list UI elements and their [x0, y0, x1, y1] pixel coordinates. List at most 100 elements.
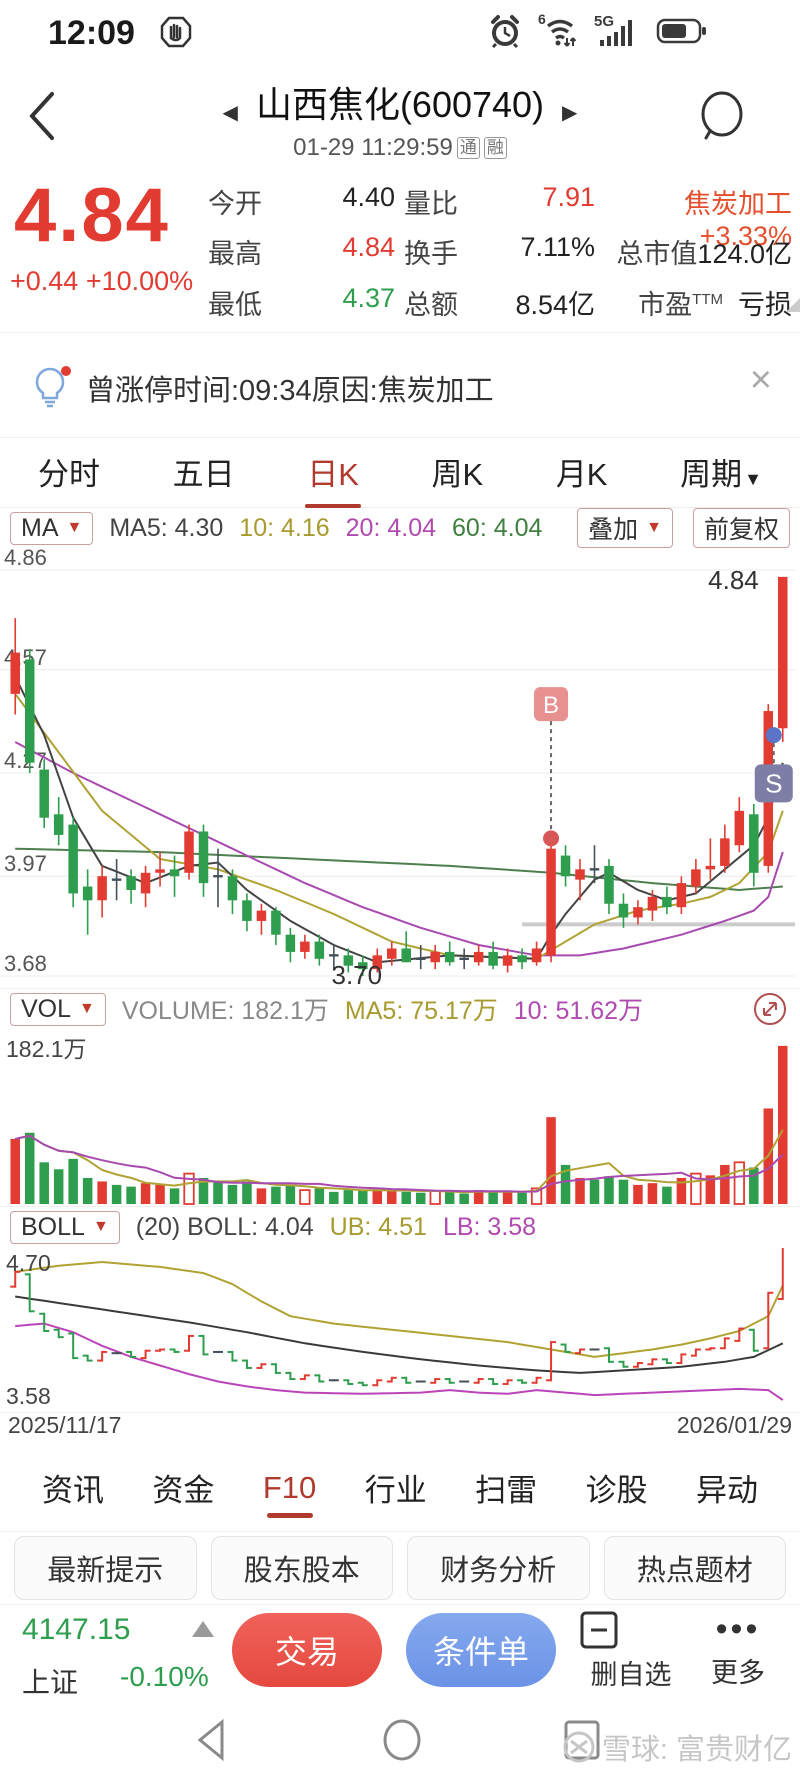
boll-bottom-label: 3.58	[6, 1383, 51, 1409]
boll-chart[interactable]: 4.70 3.58	[0, 1248, 800, 1413]
notice-bar[interactable]: 曾涨停时间:09:34原因:焦炭加工 ×	[0, 332, 800, 438]
expand-chart-icon[interactable]	[750, 989, 790, 1029]
chevron-down-icon: ▼	[66, 519, 83, 536]
turnover-label: 换手	[404, 239, 458, 269]
prev-stock-icon[interactable]: ◀	[222, 102, 238, 125]
tab-yidong[interactable]: 异动	[695, 1473, 758, 1508]
close-icon[interactable]: ×	[749, 359, 772, 401]
tab-fenshi[interactable]: 分时	[38, 457, 100, 492]
open-value: 4.40	[342, 182, 395, 212]
tab-rik[interactable]: 日K	[303, 435, 363, 508]
quick-button-holders[interactable]: 股东股本	[210, 1536, 393, 1600]
volume-svg	[10, 1045, 788, 1205]
trade-button[interactable]: 交易	[232, 1613, 382, 1687]
overlay-button[interactable]: 叠加 ▼	[577, 508, 673, 548]
tab-hangye[interactable]: 行业	[364, 1473, 427, 1508]
snowball-logo-icon	[562, 1730, 596, 1764]
conditional-order-button[interactable]: 条件单	[406, 1613, 556, 1687]
status-bar: 12:09 6 5G	[0, 0, 800, 62]
more-button[interactable]: ••• 更多	[688, 1607, 788, 1690]
sector-change[interactable]: 焦炭加工+3.33%	[684, 189, 792, 251]
tab-yuek[interactable]: 月K	[555, 457, 608, 492]
quick-button-topics[interactable]: 热点题材	[603, 1536, 786, 1600]
quote-row-1: 今开 4.40 量比 7.91 焦炭加工+3.33%	[0, 182, 800, 251]
svg-text:4.86: 4.86	[4, 548, 47, 570]
tab-zhengu[interactable]: 诊股	[585, 1473, 648, 1508]
svg-text:B: B	[543, 692, 559, 719]
high-value: 4.84	[342, 232, 395, 262]
ma10-value: 10: 4.16	[239, 513, 330, 542]
start-date: 2025/11/17	[8, 1412, 122, 1438]
period-tabs: 分时 五日 日K 周K 月K 周期 ▼	[0, 436, 800, 508]
market-cap: 总市值124.0亿	[616, 239, 792, 269]
scroll-hint-icon	[786, 298, 800, 312]
ma20-value: 20: 4.04	[345, 513, 437, 542]
volume-max-label: 182.1万	[6, 1036, 87, 1062]
delete-watchlist-button[interactable]: 删自选	[576, 1607, 686, 1692]
badge-rong: 融	[483, 137, 507, 159]
alarm-icon	[486, 12, 524, 50]
quick-button-latest[interactable]: 最新提示	[14, 1536, 197, 1600]
tab-zhouk[interactable]: 周K	[431, 457, 484, 492]
chevron-down-icon: ▼	[646, 519, 662, 536]
limit-up-notice: 曾涨停时间:09:34原因:焦炭加工	[86, 375, 494, 407]
open-label: 今开	[208, 189, 262, 219]
lightbulb-icon	[26, 363, 74, 411]
price-change: +0.44 +10.00%	[10, 266, 194, 296]
boll-ub-value: UB: 4.51	[329, 1212, 427, 1241]
boll-svg	[10, 1248, 784, 1401]
title-block: ◀ 山西焦化(600740) ▶ 01-29 11:29:59 通融	[150, 76, 650, 162]
vol-indicator-row: VOL ▼ VOLUME: 182.1万 MA5: 75.17万 10: 51.6…	[0, 988, 800, 1029]
volume-ratio-value: 7.91	[542, 182, 595, 212]
tab-f10[interactable]: F10	[261, 1454, 318, 1522]
ma5-value: MA5: 4.30	[109, 513, 224, 542]
tab-wuri[interactable]: 五日	[172, 457, 235, 492]
nav-back-icon[interactable]	[190, 1716, 234, 1764]
ma60-value: 60: 4.04	[452, 513, 543, 542]
amount-value: 8.54亿	[515, 290, 595, 320]
next-stock-icon[interactable]: ▶	[562, 102, 578, 125]
index-expand-icon[interactable]	[192, 1621, 214, 1637]
back-icon[interactable]	[24, 88, 58, 144]
mute-hand-icon	[158, 14, 194, 50]
tab-zhouqi[interactable]: 周期 ▼	[680, 457, 762, 492]
volume-chart[interactable]: 182.1万	[0, 1028, 800, 1206]
quote-timestamp: 01-29 11:29:59 通融	[150, 134, 650, 162]
ma-selector[interactable]: MA ▼	[10, 511, 94, 545]
svg-text:3.97: 3.97	[4, 851, 47, 876]
boll-selector[interactable]: BOLL ▼	[10, 1210, 120, 1244]
nav-home-icon[interactable]	[378, 1716, 426, 1764]
pe-ratio: 市盈TTM 亏损	[638, 290, 792, 320]
tab-zixun[interactable]: 资讯	[42, 1473, 104, 1508]
vol-selector[interactable]: VOL ▼	[10, 992, 106, 1026]
header: ◀ 山西焦化(600740) ▶ 01-29 11:29:59 通融	[0, 62, 800, 170]
bottom-action-bar: 4147.15 上证 -0.10% 交易 条件单 删自选 ••• 更多	[0, 1604, 800, 1705]
signal-5g-icon: 5G	[594, 12, 644, 50]
chevron-down-icon: ▼	[744, 469, 762, 489]
search-icon[interactable]	[696, 88, 748, 144]
tab-zijin[interactable]: 资金	[152, 1473, 215, 1508]
clock-time: 12:09	[48, 14, 135, 52]
vol-ma10-value: 10: 51.62万	[513, 997, 644, 1025]
boll-indicator-row: BOLL ▼ (20) BOLL: 4.04 UB: 4.51 LB: 3.58	[0, 1206, 800, 1247]
index-value[interactable]: 4147.15	[22, 1613, 131, 1646]
adjust-mode-button[interactable]: 前复权	[692, 508, 790, 548]
watermark: 雪球: 富贵财亿	[562, 1726, 792, 1768]
amount-label: 总额	[404, 290, 458, 320]
volume-ratio-label: 量比	[404, 189, 458, 219]
boll-lb-value: LB: 3.58	[442, 1212, 537, 1241]
tab-saolei[interactable]: 扫雷	[475, 1473, 538, 1508]
turnover-value: 7.11%	[520, 232, 595, 262]
ellipsis-icon: •••	[715, 1610, 761, 1648]
index-change: -0.10%	[120, 1661, 209, 1692]
svg-text:S: S	[765, 768, 782, 798]
quick-button-finance[interactable]: 财务分析	[407, 1536, 590, 1600]
volume-value: VOLUME: 182.1万	[121, 997, 329, 1025]
wifi-icon: 6	[536, 12, 582, 50]
svg-text:3.70: 3.70	[331, 960, 382, 988]
section-tabs: 资讯 资金 F10 行业 扫雷 诊股 异动	[0, 1444, 800, 1532]
date-axis: 2025/11/17 2026/01/29	[0, 1412, 800, 1444]
svg-text:6: 6	[538, 12, 546, 27]
